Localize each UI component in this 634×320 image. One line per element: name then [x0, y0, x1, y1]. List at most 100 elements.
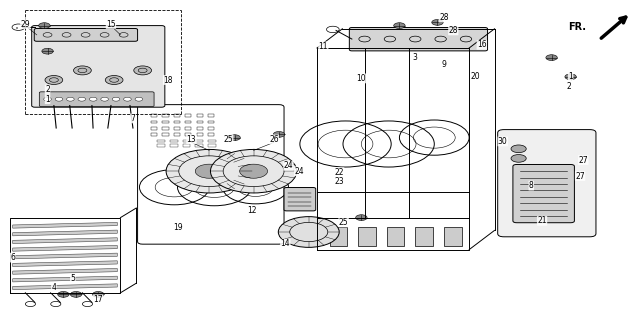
Bar	[197, 127, 203, 130]
Bar	[174, 121, 180, 123]
Circle shape	[44, 97, 51, 101]
Bar	[151, 133, 157, 136]
Bar	[174, 133, 180, 136]
Polygon shape	[13, 284, 117, 290]
Bar	[170, 144, 178, 147]
Text: 22: 22	[335, 168, 344, 177]
Text: 26: 26	[269, 135, 279, 144]
Circle shape	[229, 135, 240, 140]
Text: 14: 14	[280, 239, 290, 248]
Circle shape	[394, 23, 405, 28]
Circle shape	[195, 164, 223, 178]
Text: 27: 27	[575, 172, 585, 180]
Text: 8: 8	[529, 181, 534, 190]
Text: 24: 24	[283, 161, 294, 170]
Bar	[183, 140, 190, 142]
Circle shape	[45, 76, 63, 84]
Polygon shape	[13, 253, 117, 259]
Bar	[208, 114, 214, 117]
Circle shape	[58, 292, 69, 297]
Circle shape	[565, 74, 576, 80]
Text: 1: 1	[45, 95, 50, 104]
Bar	[151, 114, 157, 117]
Text: 30: 30	[498, 137, 508, 146]
Circle shape	[166, 149, 252, 193]
Text: 5: 5	[70, 274, 75, 283]
Circle shape	[511, 145, 526, 153]
Text: 25: 25	[223, 135, 233, 144]
Text: 10: 10	[356, 74, 366, 83]
Text: 1: 1	[568, 72, 573, 81]
Circle shape	[70, 292, 82, 297]
Text: 25: 25	[339, 218, 349, 227]
Circle shape	[55, 97, 63, 101]
Bar	[185, 133, 191, 136]
FancyBboxPatch shape	[284, 188, 316, 211]
Circle shape	[67, 97, 74, 101]
Polygon shape	[13, 245, 117, 251]
Text: 6: 6	[10, 253, 15, 262]
FancyBboxPatch shape	[32, 26, 165, 107]
Polygon shape	[13, 268, 117, 274]
Bar	[195, 144, 203, 147]
Circle shape	[356, 215, 367, 220]
Text: 23: 23	[334, 177, 344, 186]
Circle shape	[240, 164, 268, 178]
Text: 17: 17	[93, 295, 103, 304]
Circle shape	[432, 20, 443, 25]
Text: 3: 3	[413, 53, 418, 62]
Bar	[157, 140, 165, 142]
Polygon shape	[13, 261, 117, 267]
Circle shape	[546, 55, 557, 60]
Bar	[170, 140, 178, 142]
Text: 16: 16	[477, 40, 487, 49]
Polygon shape	[13, 276, 117, 282]
Text: 11: 11	[319, 42, 328, 51]
Circle shape	[101, 97, 108, 101]
Bar	[183, 144, 190, 147]
Bar	[162, 133, 169, 136]
FancyBboxPatch shape	[39, 92, 154, 107]
Text: 19: 19	[172, 223, 183, 232]
FancyBboxPatch shape	[349, 28, 488, 51]
Circle shape	[93, 292, 104, 297]
Bar	[330, 227, 347, 246]
Circle shape	[42, 48, 53, 54]
Bar	[185, 121, 191, 123]
Bar	[208, 144, 216, 147]
Bar	[415, 227, 433, 246]
Text: 27: 27	[578, 156, 588, 164]
Polygon shape	[13, 222, 117, 228]
Circle shape	[210, 149, 297, 193]
FancyBboxPatch shape	[513, 164, 574, 223]
Bar	[197, 121, 203, 123]
Text: 28: 28	[439, 13, 448, 22]
Text: 2: 2	[45, 85, 50, 94]
Bar	[151, 121, 157, 123]
Circle shape	[511, 155, 526, 162]
Bar	[444, 227, 462, 246]
Circle shape	[39, 23, 50, 28]
Text: 20: 20	[470, 72, 481, 81]
Bar	[208, 121, 214, 123]
Polygon shape	[13, 230, 117, 236]
Circle shape	[112, 97, 120, 101]
Bar	[162, 121, 169, 123]
Text: 21: 21	[538, 216, 547, 225]
Circle shape	[134, 66, 152, 75]
Bar	[208, 140, 216, 142]
Text: 15: 15	[106, 20, 116, 28]
Polygon shape	[13, 238, 117, 244]
Circle shape	[78, 97, 86, 101]
Bar	[208, 127, 214, 130]
Text: 4: 4	[51, 284, 56, 292]
Text: 29: 29	[20, 20, 30, 28]
Circle shape	[135, 97, 143, 101]
Bar	[162, 127, 169, 130]
Bar	[197, 133, 203, 136]
Bar	[358, 227, 376, 246]
Bar	[174, 127, 180, 130]
Bar	[197, 114, 203, 117]
FancyBboxPatch shape	[498, 130, 596, 237]
Bar	[387, 227, 404, 246]
